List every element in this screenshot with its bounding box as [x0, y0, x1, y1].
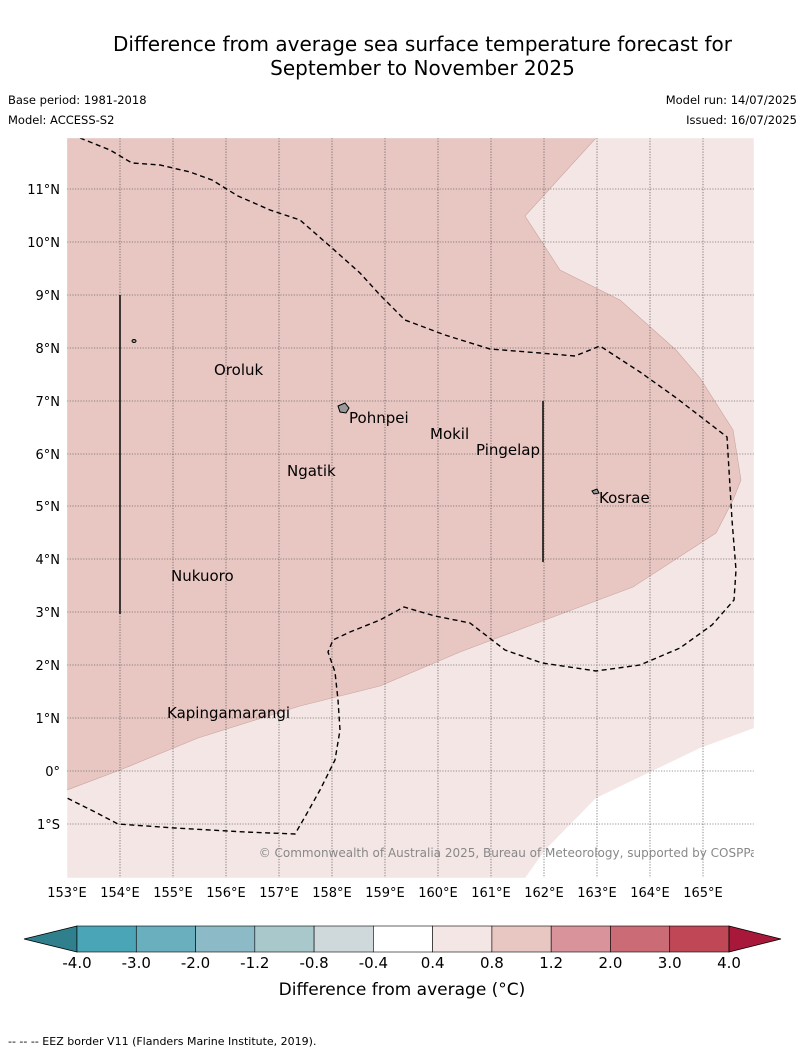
place-labels: Oroluk Pohnpei Mokil Pingelap Ngatik Kos… — [167, 361, 650, 722]
lon-tick-label: 161°E — [471, 886, 511, 901]
anomaly-band-below-0.4 — [525, 728, 754, 878]
colorbar-extend-high — [728, 925, 782, 953]
map-plot-area: Oroluk Pohnpei Mokil Pingelap Ngatik Kos… — [67, 138, 764, 878]
colorbar-tick-label: 4.0 — [717, 954, 741, 972]
longitude-labels: 153°E 154°E 155°E 156°E 157°E 158°E 159°… — [47, 886, 723, 901]
place-label: Nukuoro — [171, 567, 234, 585]
lat-tick-label: 11°N — [27, 183, 60, 198]
colorbar-segment — [432, 925, 493, 953]
lat-tick-label: 9°N — [36, 289, 61, 304]
map-title: Difference from average sea surface temp… — [70, 32, 775, 80]
islands — [131, 339, 600, 495]
place-label: Oroluk — [214, 361, 263, 379]
colorbar-extend-low — [23, 925, 78, 953]
lat-tick-label: 2°N — [36, 659, 61, 674]
lon-tick-label: 160°E — [418, 886, 458, 901]
place-label: Ngatik — [287, 462, 336, 480]
colorbar-segment — [76, 925, 137, 953]
title-line-2: September to November 2025 — [270, 56, 575, 80]
lon-tick-label: 153°E — [47, 886, 87, 901]
copyright-note: © Commonwealth of Australia 2025, Bureau… — [259, 846, 764, 860]
map-frame — [66, 137, 755, 879]
latitude-labels: 11°N 10°N 9°N 8°N 7°N 6°N 5°N 4°N 3°N 2°… — [27, 183, 60, 833]
colorbar-tick-label: 0.4 — [421, 954, 445, 972]
eez-legend-note: -- -- -- EEZ border V11 (Flanders Marine… — [8, 1035, 317, 1048]
lon-tick-label: 155°E — [153, 886, 193, 901]
colorbar-segment — [610, 925, 671, 953]
model-run: Model run: 14/07/2025 — [665, 93, 797, 107]
boundary-lines — [119, 295, 544, 614]
model-name: Model: ACCESS-S2 — [8, 113, 115, 127]
colorbar-segment — [550, 925, 611, 953]
colorbar-segment — [195, 925, 256, 953]
colorbar-tick-label: 3.0 — [658, 954, 682, 972]
base-period: Base period: 1981-2018 — [8, 93, 147, 107]
colorbar-tick-label: 1.2 — [539, 954, 563, 972]
eez-border — [67, 138, 737, 835]
colorbar-segment — [254, 925, 315, 953]
small-atoll — [131, 339, 137, 343]
title-line-1: Difference from average sea surface temp… — [112, 32, 732, 56]
grid-lines — [67, 138, 754, 878]
colorbar-segment — [313, 925, 374, 953]
lat-tick-label: 7°N — [36, 395, 61, 410]
lon-tick-label: 162°E — [524, 886, 564, 901]
colorbar-tick-label: -3.0 — [122, 954, 151, 972]
anomaly-region-0.8-1.2 — [67, 138, 742, 791]
lat-tick-label: 10°N — [27, 236, 60, 251]
lon-tick-label: 158°E — [312, 886, 352, 901]
place-label: Pohnpei — [349, 409, 409, 427]
pohnpei-island — [337, 402, 350, 414]
lat-tick-label: 8°N — [36, 342, 61, 357]
colorbar-segment — [669, 925, 730, 953]
lat-tick-label: 4°N — [36, 553, 61, 568]
place-label: Pingelap — [476, 441, 540, 459]
place-label: Kosrae — [599, 489, 650, 507]
lon-tick-label: 159°E — [365, 886, 405, 901]
colorbar-tick-label: -0.4 — [359, 954, 388, 972]
colorbar-tick-label: -1.2 — [240, 954, 269, 972]
kosrae-island — [591, 488, 600, 495]
colorbar-title: Difference from average (°C) — [278, 980, 526, 1000]
lat-tick-label: 0° — [45, 765, 60, 780]
colorbar-segment — [491, 925, 552, 953]
colorbar-tick-label: -2.0 — [181, 954, 210, 972]
lat-tick-label: 3°N — [36, 606, 61, 621]
lon-tick-label: 164°E — [630, 886, 670, 901]
lat-tick-label: 1°N — [36, 712, 61, 727]
lat-tick-label: 1°S — [37, 818, 60, 833]
lon-tick-label: 154°E — [100, 886, 140, 901]
lat-tick-label: 6°N — [36, 448, 61, 463]
lon-tick-label: 156°E — [206, 886, 246, 901]
colorbar-segment — [135, 925, 196, 953]
issued-date: Issued: 16/07/2025 — [686, 113, 797, 127]
place-label: Mokil — [430, 425, 469, 443]
colorbar-tick-label: 2.0 — [599, 954, 623, 972]
place-label: Kapingamarangi — [167, 704, 290, 722]
lon-tick-label: 157°E — [259, 886, 299, 901]
colorbar-segment — [373, 925, 433, 953]
colorbar-tick-label: -4.0 — [62, 954, 91, 972]
lat-tick-label: 5°N — [36, 500, 61, 515]
lon-tick-label: 165°E — [683, 886, 723, 901]
colorbar-tick-label: -0.8 — [299, 954, 328, 972]
colorbar: -4.0 -3.0 -2.0 -1.2 -0.8 -0.4 0.4 0.8 1.2 2.0 3.0 4… — [23, 925, 782, 972]
lon-tick-label: 163°E — [577, 886, 617, 901]
colorbar-tick-label: 0.8 — [480, 954, 504, 972]
